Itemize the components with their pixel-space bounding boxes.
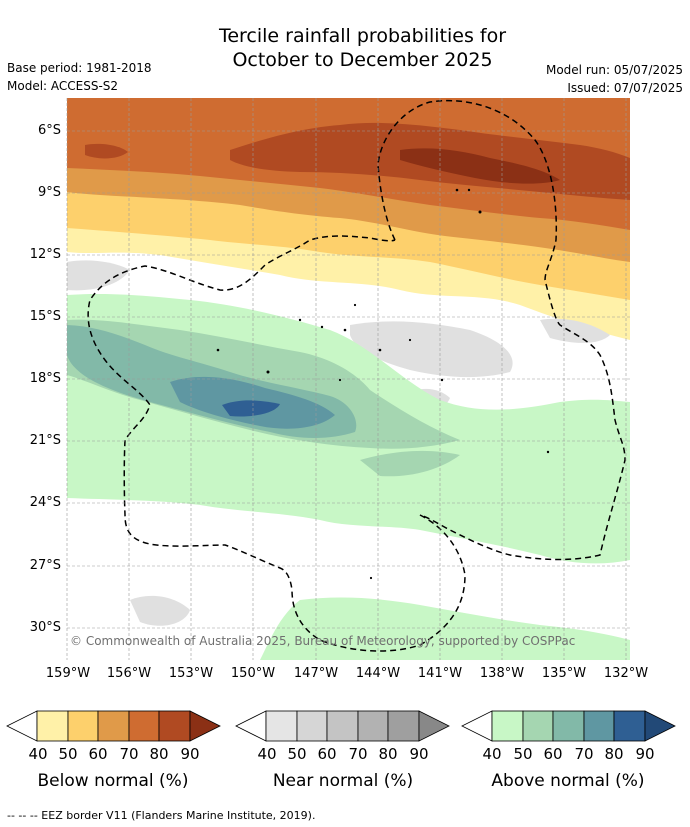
near-normal-patch-8	[540, 318, 610, 343]
near-normal-patch-2	[350, 321, 513, 378]
lon-label: 153°W	[168, 666, 214, 681]
cbar-above-cell	[491, 710, 524, 742]
cbar-tick: 90	[180, 745, 200, 763]
cbar-tick: 60	[88, 745, 108, 763]
cbar-below-cell	[36, 710, 69, 742]
near-normal-patch-6	[130, 595, 190, 626]
cbar-near-cell	[326, 710, 359, 742]
map-title: Tercile rainfall probabilities for Octob…	[0, 24, 690, 72]
title-line-2: October to December 2025	[232, 49, 493, 71]
cbar-tick: 80	[149, 745, 169, 763]
cbar-below-cell	[67, 710, 99, 742]
cbar-tick: 50	[513, 745, 533, 763]
cbar-near-high-arrow	[418, 710, 450, 742]
cbar-tick: 50	[58, 745, 78, 763]
cbar-tick: 60	[317, 745, 337, 763]
lon-label: 159°W	[45, 666, 91, 681]
lat-label: 15°S	[29, 309, 61, 324]
cbar-below-low-arrow	[6, 710, 38, 742]
lat-label: 12°S	[29, 247, 61, 262]
lat-label: 30°S	[29, 620, 61, 635]
colorbar-near	[235, 710, 450, 742]
cbar-tick: 40	[482, 745, 502, 763]
lon-label: 141°W	[417, 666, 463, 681]
lon-label: 156°W	[106, 666, 152, 681]
island-dots	[216, 188, 550, 580]
cbar-below-cell	[97, 710, 130, 742]
meta-left: Base period: 1981-2018 Model: ACCESS-S2	[7, 59, 152, 95]
lon-label: 138°W	[479, 666, 525, 681]
above-normal-40-south	[260, 597, 630, 660]
cbar-above-low-arrow	[461, 710, 493, 742]
cbar-tick: 70	[574, 745, 594, 763]
issued-date: Issued: 07/07/2025	[567, 81, 683, 95]
near-normal-patch-1	[67, 260, 130, 291]
copyright-notice: © Commonwealth of Australia 2025, Bureau…	[70, 634, 576, 648]
cbar-tick: 90	[635, 745, 655, 763]
cbar-tick: 90	[409, 745, 429, 763]
below-normal-80-west	[85, 143, 128, 159]
model-name: Model: ACCESS-S2	[7, 79, 119, 93]
lat-label: 24°S	[29, 495, 61, 510]
colorbar-above	[461, 710, 676, 742]
probability-map	[66, 98, 630, 660]
grid-lines	[66, 98, 630, 660]
title-line-1: Tercile rainfall probabilities for	[218, 25, 507, 47]
above-normal-80	[222, 400, 280, 417]
base-period: Base period: 1981-2018	[7, 61, 152, 75]
lat-label: 6°S	[37, 123, 61, 138]
cbar-tick: 70	[348, 745, 368, 763]
cbar-tick: 50	[287, 745, 307, 763]
lat-label: 9°S	[37, 185, 61, 200]
below-normal-90-patch	[400, 148, 560, 184]
cbar-above-cell	[583, 710, 615, 742]
cbar-above-cell	[522, 710, 554, 742]
lon-label: 147°W	[293, 666, 339, 681]
cbar-below-cell	[158, 710, 191, 742]
cbar-above-cell	[613, 710, 646, 742]
cbar-tick: 40	[257, 745, 277, 763]
eez-border-north	[377, 99, 626, 561]
lon-label: 144°W	[355, 666, 401, 681]
cbar-tick: 70	[119, 745, 139, 763]
cbar-near-cell	[357, 710, 389, 742]
cbar-near-cell	[265, 710, 298, 742]
eez-border-central	[87, 235, 466, 652]
cbar-near-cell	[296, 710, 328, 742]
lon-label: 132°W	[603, 666, 649, 681]
cbar-below-high-arrow	[189, 710, 221, 742]
cbar-above-cell	[552, 710, 585, 742]
cbar-near-cell	[387, 710, 420, 742]
lon-label: 135°W	[541, 666, 587, 681]
above-normal-50-east	[360, 450, 460, 477]
lat-label: 27°S	[29, 558, 61, 573]
model-run: Model run: 05/07/2025	[545, 63, 683, 77]
colorbars	[6, 710, 676, 742]
colorbar-title-above: Above normal (%)	[491, 771, 645, 791]
lat-label: 21°S	[29, 433, 61, 448]
colorbar-title-below: Below normal (%)	[37, 771, 189, 791]
cbar-tick: 60	[543, 745, 563, 763]
lon-label: 150°W	[230, 666, 276, 681]
meta-right: Model run: 05/07/2025 Issued: 07/07/2025	[546, 61, 683, 97]
cbar-tick: 80	[604, 745, 624, 763]
cbar-tick: 80	[378, 745, 398, 763]
cbar-below-cell	[128, 710, 160, 742]
colorbar-below	[6, 710, 221, 742]
cbar-near-low-arrow	[235, 710, 267, 742]
cbar-above-high-arrow	[644, 710, 676, 742]
lat-label: 18°S	[29, 371, 61, 386]
colorbar-title-near: Near normal (%)	[272, 771, 414, 791]
eez-legend-note: -- -- -- EEZ border V11 (Flanders Marine…	[7, 809, 316, 822]
cbar-tick: 40	[28, 745, 48, 763]
